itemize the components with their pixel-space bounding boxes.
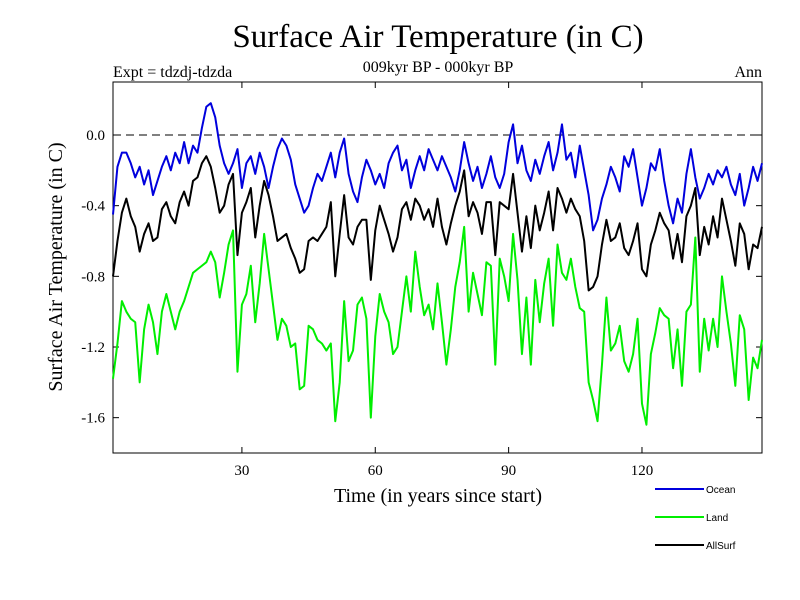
x-tick-label: 30 <box>234 463 249 479</box>
legend-label-allsurf: AllSurf <box>706 541 736 552</box>
experiment-label: Expt = tdzdj-tdzda <box>113 64 232 81</box>
x-axis-label: Time (in years since start) <box>334 485 542 507</box>
legend-label-land: Land <box>706 513 728 524</box>
x-tick-label: 120 <box>631 463 654 479</box>
x-tick-label: 60 <box>368 463 383 479</box>
legend: Ocean Land AllSurf <box>655 485 736 552</box>
y-axis-label: Surface Air Temperature (in C) <box>45 142 67 391</box>
y-tick-label: -1.2 <box>81 340 105 356</box>
y-tick-label: -1.6 <box>81 411 105 427</box>
series-lines <box>112 102 763 426</box>
series-line-land <box>112 225 763 426</box>
chart-title: Surface Air Temperature (in C) <box>232 19 643 55</box>
y-tick-label: -0.4 <box>81 199 105 215</box>
x-tick-label: 90 <box>501 463 516 479</box>
plot-area <box>112 81 763 454</box>
series-line-ocean <box>112 102 763 232</box>
chart-subtitle: 009kyr BP - 000kyr BP <box>363 59 514 76</box>
legend-label-ocean: Ocean <box>706 485 735 496</box>
season-label: Ann <box>734 64 762 81</box>
y-tick-label: 0.0 <box>86 128 105 144</box>
y-tick-label: -0.8 <box>81 269 105 285</box>
plot-frame <box>112 81 763 454</box>
series-line-allsurf <box>112 155 763 292</box>
